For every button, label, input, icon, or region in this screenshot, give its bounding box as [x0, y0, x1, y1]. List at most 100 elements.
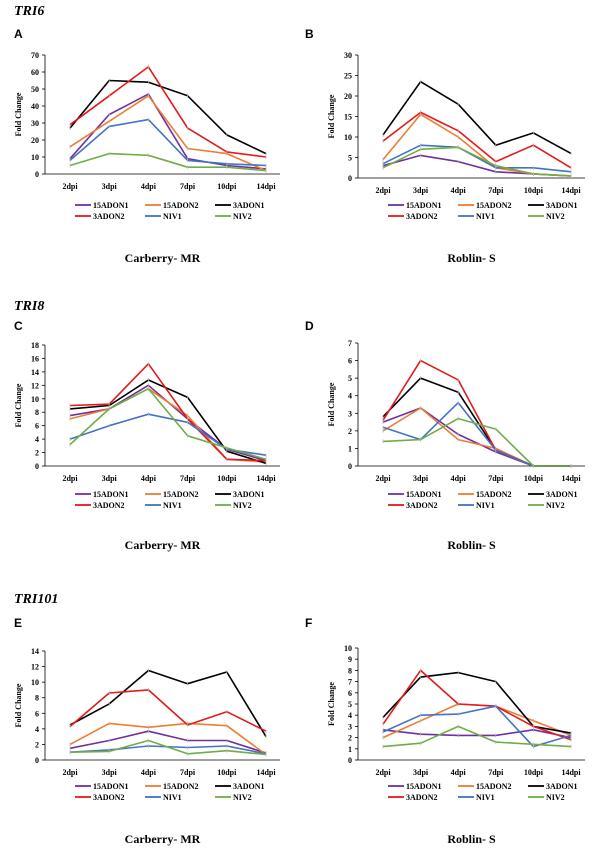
legend-entry-3adon2: 3ADON2 [93, 501, 125, 510]
y-tick-label: 0 [348, 756, 352, 765]
series-line-niv2 [382, 417, 571, 467]
series-line-15adon2 [69, 722, 267, 756]
series-line-niv1 [69, 413, 267, 456]
legend-entry-15adon2: 15ADON2 [163, 201, 199, 210]
series-line-niv2 [382, 725, 572, 748]
y-tick-label: 18 [31, 341, 39, 350]
legend-entry-15adon2: 15ADON2 [163, 782, 199, 791]
panel-letter: B [305, 27, 314, 41]
x-tick-label: 14dpi [561, 186, 581, 195]
x-tick-label: 3dpi [102, 182, 118, 191]
series-line-3adon2 [382, 111, 572, 169]
series-line-3adon2 [69, 689, 267, 732]
y-tick-label: 6 [348, 357, 352, 366]
series-line-niv1 [69, 118, 267, 167]
y-tick-label: 8 [348, 666, 352, 675]
legend-entry-niv1: NIV1 [476, 793, 495, 802]
legend-entry-3adon1: 3ADON1 [233, 490, 265, 499]
x-tick-label: 4dpi [451, 474, 467, 483]
y-tick-label: 3 [348, 409, 352, 418]
x-tick-label: 14dpi [256, 768, 276, 777]
section-title-tri6: TRI6 [14, 4, 44, 19]
legend-entry-3adon2: 3ADON2 [406, 212, 438, 221]
series-line-niv2 [69, 152, 267, 172]
y-tick-label: 0 [35, 462, 39, 471]
legend-entry-3adon1: 3ADON1 [233, 201, 265, 210]
legend-entry-3adon2: 3ADON2 [406, 501, 438, 510]
series-line-3adon2 [69, 66, 267, 158]
series-line-15adon1 [382, 728, 572, 739]
panel-letter: D [305, 319, 314, 333]
x-tick-label: 4dpi [141, 474, 157, 483]
y-tick-label: 7 [348, 339, 352, 348]
series-line-niv1 [382, 705, 572, 748]
x-tick-label: 2dpi [375, 186, 391, 195]
y-tick-label: 6 [35, 422, 39, 431]
x-tick-label: 4dpi [141, 768, 157, 777]
legend-entry-niv1: NIV1 [163, 212, 182, 221]
panel-d: D 0 1 2 3 4 5 6 7 2dpi 3dpi 4dpi 7dpi 10dpi 14dpi Fold … [305, 319, 585, 552]
y-tick-label: 2 [348, 427, 352, 436]
legend-entry-15adon1: 15ADON1 [406, 782, 442, 791]
y-tick-label: 10 [31, 395, 39, 404]
legend-entry-niv2: NIV2 [233, 212, 252, 221]
y-tick-label: 10 [344, 133, 352, 142]
panel-b: B 0 5 10 15 20 25 30 2dpi 3dpi 4dpi 7dpi 10dpi 14dpi F… [305, 27, 585, 265]
series-line-3adon1 [382, 671, 572, 734]
series-line-niv2 [69, 387, 267, 461]
x-tick-label: 3dpi [102, 768, 118, 777]
x-tick-label: 4dpi [451, 768, 467, 777]
y-tick-label: 15 [344, 113, 352, 122]
y-tick-label: 4 [35, 725, 39, 734]
y-tick-label: 14 [31, 368, 39, 377]
legend-entry-15adon2: 15ADON2 [476, 490, 512, 499]
legend-entry-3adon1: 3ADON1 [233, 782, 265, 791]
panel-letter: E [14, 616, 22, 630]
legend-entry-15adon1: 15ADON1 [93, 782, 129, 791]
panel-e: E 0 2 4 6 8 10 12 14 2dpi 3dpi 4dpi 7dpi 10dpi 14dpi Fo… [14, 616, 280, 846]
y-tick-label: 5 [348, 700, 352, 709]
legend-entry-15adon1: 15ADON1 [93, 490, 129, 499]
panel-caption: Carberry- MR [125, 832, 201, 846]
x-tick-label: 14dpi [256, 182, 276, 191]
series-line-15adon1 [69, 730, 267, 754]
y-tick-label: 20 [344, 92, 352, 101]
y-tick-label: 8 [35, 408, 39, 417]
y-tick-label: 70 [31, 51, 39, 60]
panel-caption: Roblin- S [447, 251, 496, 265]
x-tick-label: 7dpi [180, 182, 196, 191]
series-line-3adon1 [69, 669, 267, 738]
y-tick-label: 4 [35, 435, 39, 444]
y-tick-label: 12 [31, 381, 39, 390]
x-tick-label: 10dpi [524, 474, 544, 483]
legend-entry-15adon2: 15ADON2 [476, 201, 512, 210]
y-tick-label: 0 [348, 174, 352, 183]
y-tick-label: 14 [31, 647, 39, 656]
legend-entry-niv1: NIV1 [476, 212, 495, 221]
legend-entry-15adon1: 15ADON1 [406, 201, 442, 210]
y-axis-label: Fold Change [14, 92, 23, 136]
panel-caption: Roblin- S [447, 538, 496, 552]
x-tick-label: 4dpi [451, 186, 467, 195]
panel-c: C 0 2 4 6 8 10 12 14 16 18 2dpi 3dpi 4dpi 7dpi 10dpi 14d… [14, 319, 280, 552]
y-tick-label: 1 [348, 444, 352, 453]
legend-entry-3adon2: 3ADON2 [406, 793, 438, 802]
x-tick-label: 2dpi [62, 768, 78, 777]
x-tick-label: 2dpi [375, 474, 391, 483]
y-tick-label: 2 [35, 740, 39, 749]
y-tick-label: 9 [348, 655, 352, 664]
series-line-3adon1 [69, 79, 267, 155]
y-tick-label: 20 [31, 136, 39, 145]
x-tick-label: 14dpi [561, 768, 581, 777]
section-title-tri8: TRI8 [14, 299, 44, 314]
y-axis-label: Fold Change [327, 94, 336, 138]
series-line-15adon1 [69, 93, 267, 170]
series-line-niv1 [382, 144, 572, 173]
panel-letter: C [14, 319, 23, 333]
y-tick-label: 30 [31, 119, 39, 128]
y-tick-label: 0 [35, 170, 39, 179]
x-tick-label: 7dpi [488, 186, 504, 195]
x-tick-label: 10dpi [524, 186, 544, 195]
legend-entry-niv2: NIV2 [546, 793, 565, 802]
legend-entry-niv2: NIV2 [546, 501, 565, 510]
